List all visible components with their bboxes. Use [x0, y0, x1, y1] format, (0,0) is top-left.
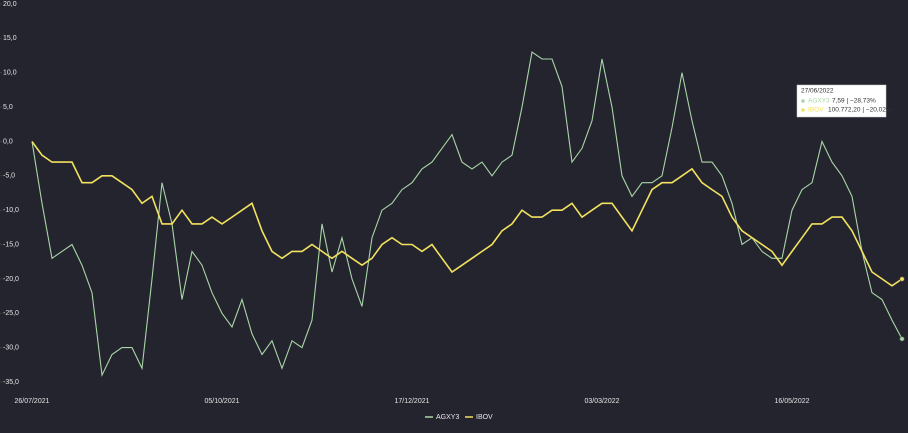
tooltip-dot: [801, 108, 805, 112]
series-line: [31, 141, 903, 287]
y-tick-label: 5,0: [3, 104, 13, 111]
tooltip: 27/06/2022 AGXY3 7,59 | −28,73% IBOV 100.772…: [796, 84, 892, 118]
end-point: [899, 336, 905, 342]
tooltip-box: [796, 84, 887, 118]
y-tick-label: -20,0: [3, 276, 19, 283]
y-tick-label: -25,0: [3, 310, 19, 317]
tooltip-dot: [801, 99, 805, 103]
legend-label: AGXY3: [436, 414, 459, 421]
y-tick-label: -10,0: [3, 207, 19, 214]
legend-label: IBOV: [476, 414, 493, 421]
y-tick-label: -35,0: [3, 379, 19, 386]
tooltip-name: IBOV: [808, 107, 824, 114]
y-tick-label: 20,0: [3, 1, 17, 8]
y-tick-label: 10,0: [3, 70, 17, 77]
y-tick-label: -5,0: [3, 173, 15, 180]
y-tick-label: 15,0: [3, 35, 17, 42]
end-point: [899, 276, 905, 282]
x-tick-label: 26/07/2021: [14, 398, 49, 405]
tooltip-value: 7,59 | −28,73%: [832, 98, 876, 105]
x-tick-label: 05/10/2021: [204, 398, 239, 405]
tooltip-name: AGXY3: [808, 98, 830, 105]
tooltip-date: 27/06/2022: [801, 88, 834, 95]
series-line: [31, 51, 903, 378]
y-tick-label: -15,0: [3, 241, 19, 248]
y-tick-label: 0,0: [3, 138, 13, 145]
x-tick-label: 03/03/2022: [584, 398, 619, 405]
x-tick-label: 16/05/2022: [774, 398, 809, 405]
tooltip-value: 100.772,20 | −20,02%: [828, 107, 892, 114]
x-tick-label: 17/12/2021: [394, 398, 429, 405]
y-tick-label: -30,0: [3, 344, 19, 351]
